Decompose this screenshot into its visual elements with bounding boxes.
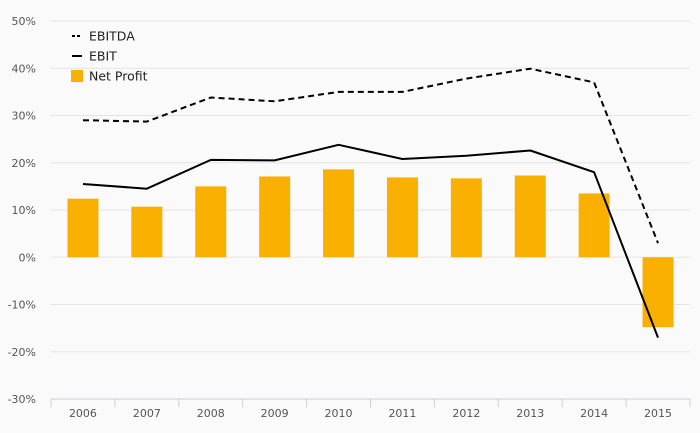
- axes: -30% -20% -10% 0% 10% 20% 30% 40% 50% 2006 2007 200…: [8, 15, 691, 420]
- x-tick-label: 2015: [644, 407, 672, 420]
- bar-net-profit: [450, 178, 482, 258]
- x-tick-label: 2013: [516, 407, 544, 420]
- bar-net-profit: [131, 206, 163, 258]
- bar-net-profit: [514, 175, 546, 258]
- y-tick-label: -10%: [8, 299, 36, 312]
- bars: [67, 169, 674, 328]
- bar-net-profit: [67, 198, 99, 258]
- y-tick-label: 20%: [12, 157, 36, 170]
- bar-net-profit: [578, 193, 610, 258]
- y-tick-label: 30%: [12, 110, 36, 123]
- x-tick-label: 2008: [197, 407, 225, 420]
- y-tick-label: 10%: [12, 204, 36, 217]
- x-tick-label: 2010: [325, 407, 353, 420]
- x-tick-label: 2011: [388, 407, 416, 420]
- lines: [82, 67, 659, 338]
- bar-net-profit: [195, 186, 227, 258]
- y-tick-label: -30%: [8, 393, 36, 406]
- legend-swatch-net-profit: [71, 70, 83, 82]
- x-tick-label: 2014: [580, 407, 608, 420]
- series-line-ebitda: [82, 67, 659, 244]
- legend: EBITDA EBIT Net Profit: [71, 29, 148, 84]
- bar-net-profit: [642, 257, 674, 328]
- series-line-ebit: [82, 143, 659, 338]
- y-tick-label: 50%: [12, 15, 36, 28]
- legend-label-net-profit: Net Profit: [89, 69, 148, 84]
- y-tick-label: 0%: [19, 251, 36, 264]
- bar-net-profit: [259, 176, 291, 258]
- y-tick-label: 40%: [12, 62, 36, 75]
- x-tick-label: 2006: [69, 407, 97, 420]
- bar-net-profit: [386, 177, 418, 258]
- x-tick-label: 2007: [133, 407, 161, 420]
- legend-label-ebitda: EBITDA: [89, 29, 135, 44]
- y-tick-label: -20%: [8, 346, 36, 359]
- bar-net-profit: [323, 169, 355, 258]
- x-tick-label: 2012: [452, 407, 480, 420]
- legend-label-ebit: EBIT: [89, 49, 117, 64]
- x-tick-label: 2009: [261, 407, 289, 420]
